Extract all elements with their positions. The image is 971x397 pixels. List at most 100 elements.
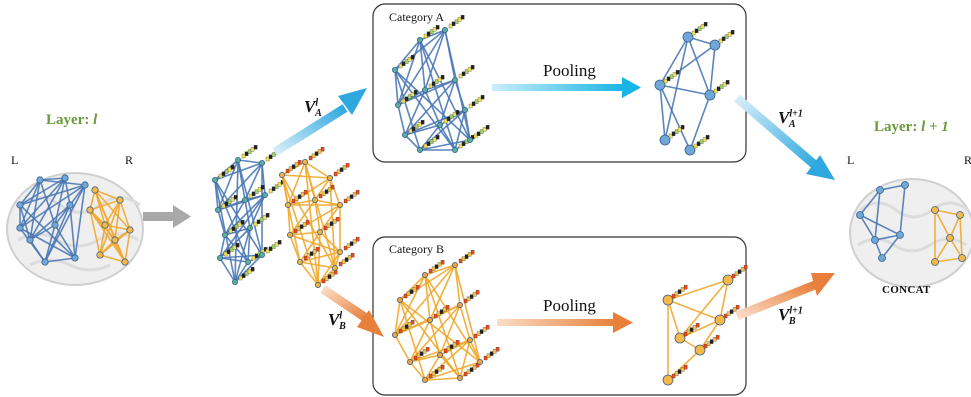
graph-node <box>234 156 241 163</box>
graph-edge <box>287 199 316 206</box>
graph-edge <box>664 36 689 141</box>
graph-edge <box>394 299 401 336</box>
feature-cell <box>226 249 231 254</box>
feature-cell <box>469 294 474 299</box>
feature-cell <box>415 285 420 290</box>
feature-cell <box>308 155 313 161</box>
graph-node <box>871 236 879 244</box>
left-hemisphere-label: L <box>11 153 19 167</box>
graph-edge <box>214 179 249 263</box>
graph-edge <box>424 264 456 276</box>
feature-cell <box>229 247 234 252</box>
graph-edge <box>424 79 456 91</box>
graph-edge <box>44 184 86 263</box>
feature-cell <box>434 369 439 374</box>
graph-node <box>246 224 253 231</box>
graph-edge <box>19 204 76 259</box>
feature-cell <box>485 325 490 330</box>
feature-cell <box>718 38 723 44</box>
feature-cell <box>268 188 273 194</box>
graph-node <box>241 196 248 203</box>
feature-cell <box>719 84 724 89</box>
graph-edge <box>709 44 716 96</box>
graph-node <box>231 278 238 285</box>
graph-node <box>956 211 964 219</box>
feature-cell <box>693 143 698 149</box>
feature-cell <box>702 137 707 142</box>
graph-node <box>284 201 291 208</box>
feature-cell <box>423 143 428 149</box>
feature-cell <box>437 262 442 267</box>
feature-cell <box>235 243 240 248</box>
feature-cell <box>228 228 233 234</box>
graph-edge <box>424 274 461 379</box>
feature-cell <box>317 149 322 154</box>
graph-edge <box>317 251 341 286</box>
feature-cell <box>230 197 235 202</box>
graph-edge <box>459 304 471 341</box>
feature-cell <box>713 88 718 94</box>
feature-cell <box>247 149 252 154</box>
feature-cell <box>401 98 406 104</box>
graph-edge <box>699 319 721 351</box>
feature-cell <box>706 341 711 346</box>
feature-cell <box>440 75 445 80</box>
feature-cell <box>231 226 236 231</box>
feature-cell <box>223 251 228 257</box>
feature-cell <box>257 187 262 192</box>
feature-cell <box>297 160 302 165</box>
feature-cell <box>709 339 714 344</box>
concat-label: CONCAT <box>882 284 931 296</box>
graph-edge <box>689 94 711 151</box>
feature-cell <box>422 349 427 354</box>
graph-node <box>714 314 726 326</box>
graph-node <box>461 107 468 114</box>
feature-cell <box>315 247 320 252</box>
feature-cell <box>440 365 445 370</box>
graph-edge <box>119 199 131 231</box>
graph-node <box>91 186 99 194</box>
graph-node <box>394 102 401 109</box>
graph-edge <box>399 299 461 379</box>
graph-edge <box>19 177 66 229</box>
feature-cell <box>401 326 406 331</box>
feature-cell <box>336 169 341 174</box>
graph-node <box>878 254 886 262</box>
feature-cell <box>352 192 357 197</box>
feature-cell <box>324 189 329 194</box>
feature-cell <box>341 259 346 264</box>
feature-cell <box>335 217 340 222</box>
graph-node <box>101 221 109 229</box>
graph-edge <box>394 334 411 363</box>
feature-cell <box>464 69 469 74</box>
brain-output-right-graph <box>931 206 966 266</box>
feature-cell <box>482 327 487 332</box>
feature-cell <box>436 311 441 316</box>
graph-edge <box>329 177 341 206</box>
feature-cell <box>302 222 307 227</box>
feature-cell <box>274 242 279 247</box>
feature-cell <box>680 125 685 130</box>
graph-edge <box>281 174 301 263</box>
layer-l-title: Layer: l <box>46 112 98 128</box>
graph-edge <box>287 161 306 206</box>
graph-edge <box>459 339 471 379</box>
feature-cell <box>403 293 408 299</box>
feature-cell <box>668 133 673 139</box>
graph-node <box>121 258 129 266</box>
graph-edge <box>94 189 116 241</box>
graph-node <box>456 374 463 381</box>
feature-cell <box>672 72 677 77</box>
feature-cell <box>314 151 319 156</box>
graph-edge <box>419 139 471 151</box>
feature-cell <box>398 328 403 334</box>
brain-input-right-graph <box>86 186 134 266</box>
edge-label-va-next: Vl+1A <box>778 108 803 131</box>
feature-cell <box>254 189 259 194</box>
feature-cell <box>716 86 721 91</box>
feature-cell <box>407 94 412 99</box>
feature-cell <box>740 267 745 272</box>
feature-cell <box>342 165 347 170</box>
feature-cell <box>457 17 462 22</box>
graph-node <box>931 206 939 214</box>
